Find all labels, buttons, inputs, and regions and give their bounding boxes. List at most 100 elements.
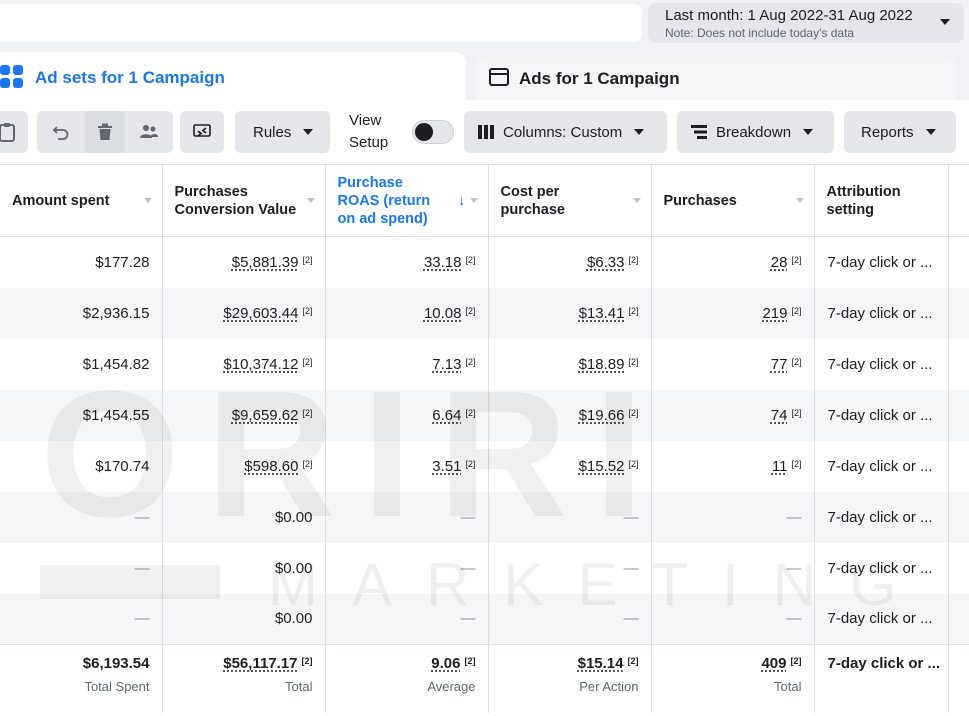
sort-caret-icon [306, 198, 315, 203]
cell-purchases: — [651, 593, 815, 645]
cell-value: — [623, 508, 639, 526]
cell-value[interactable]: $598.60 [244, 457, 299, 475]
cell-truncated [948, 644, 969, 713]
cell-value[interactable]: $29,603.44 [223, 304, 299, 322]
cell-conversion-value: $0.00 [162, 593, 326, 645]
cell-value[interactable]: 3.51 [432, 457, 462, 475]
search-input[interactable] [0, 4, 642, 42]
cell-value[interactable]: 6.64 [432, 406, 462, 424]
cell-value[interactable]: 77 [770, 355, 788, 373]
cell-amount-spent: $1,454.82 [0, 338, 163, 390]
total-value[interactable]: 409 [761, 655, 787, 672]
ab-test-icon [193, 124, 211, 137]
cell-purchases: 219 [2] [651, 287, 815, 339]
tab-ads[interactable]: Ads for 1 Campaign [476, 57, 956, 105]
cell-value: $2,936.15 [82, 304, 150, 322]
view-setup-toggle[interactable] [412, 120, 454, 144]
cell-value[interactable]: $5,881.39 [231, 253, 299, 271]
rules-dropdown[interactable]: Rules [235, 111, 330, 153]
breakdown-dropdown[interactable]: Breakdown [677, 111, 834, 153]
view-setup-label: View Setup [349, 110, 388, 154]
table-row: — $0.00 — — — 7-day click or ... [0, 542, 969, 594]
chevron-down-icon [940, 19, 950, 25]
table-row: $170.74 $598.60 [2] 3.51 [2] $15.52 [2] 11 [2] 7-… [0, 440, 969, 492]
cell-attribution: 7-day click or ... [814, 491, 949, 543]
total-value: $6,193.54 [82, 655, 150, 672]
table-row: $2,936.15 $29,603.44 [2] 10.08 [2] $13.41 [2] 2… [0, 287, 969, 339]
columns-icon [478, 125, 494, 139]
cell-value: — [460, 559, 476, 577]
header-attribution-setting[interactable]: Attribution setting [814, 164, 949, 237]
cell-purchases: — [651, 491, 815, 543]
breakdown-icon [691, 125, 707, 139]
cell-value[interactable]: 33.18 [423, 253, 462, 271]
reports-label: Reports [861, 123, 914, 141]
cell-attribution: 7-day click or ... [814, 389, 949, 441]
total-conversion-value: $56,117.17 [2] Total [162, 644, 326, 713]
cell-value[interactable]: $10,374.12 [223, 355, 299, 373]
columns-dropdown[interactable]: Columns: Custom [464, 111, 667, 153]
cell-truncated [948, 287, 969, 339]
footnote-marker: [2] [790, 656, 802, 666]
ab-test-button[interactable] [180, 111, 224, 153]
header-amount-spent[interactable]: Amount spent [0, 164, 163, 237]
undo-button[interactable] [41, 111, 81, 153]
cell-value[interactable]: $15.52 [578, 457, 625, 475]
date-range-picker[interactable]: Last month: 1 Aug 2022-31 Aug 2022 Note:… [648, 3, 964, 43]
sort-caret-icon [469, 198, 478, 203]
cell-purchases: 11 [2] [651, 440, 815, 492]
cell-value[interactable]: $18.89 [578, 355, 625, 373]
cell-value[interactable]: $19.66 [578, 406, 625, 424]
header-truncated[interactable] [948, 164, 969, 237]
cell-roas: 33.18 [2] [325, 236, 489, 288]
total-cost-per-purchase: $15.14 [2] Per Action [488, 644, 652, 713]
cell-cost-per-purchase: — [488, 593, 652, 645]
total-attribution: 7-day click or ... [814, 644, 949, 713]
tab-ad-sets-label: Ad sets for 1 Campaign [35, 68, 225, 87]
cell-roas: 10.08 [2] [325, 287, 489, 339]
total-value: 7-day click or ... [827, 655, 941, 672]
cell-value[interactable]: $13.41 [578, 304, 625, 322]
cell-value[interactable]: 10.08 [423, 304, 462, 322]
header-label: Attribution setting [826, 183, 901, 218]
clipboard-button[interactable] [0, 111, 28, 153]
footnote-marker: [2] [302, 356, 313, 367]
cell-value[interactable]: $9,659.62 [231, 406, 299, 424]
cell-value[interactable]: 219 [762, 304, 788, 322]
total-value[interactable]: $56,117.17 [223, 655, 298, 672]
header-cost-per-purchase[interactable]: Cost per purchase [488, 164, 652, 237]
grid-icon [0, 65, 24, 89]
cell-conversion-value: $9,659.62 [2] [162, 389, 326, 441]
cell-attribution: 7-day click or ... [814, 338, 949, 390]
cell-truncated [948, 491, 969, 543]
cell-cost-per-purchase: $13.41 [2] [488, 287, 652, 339]
cell-attribution: 7-day click or ... [814, 440, 949, 492]
header-roas[interactable]: Purchase ROAS (return on ad spend) ↓ [325, 164, 489, 237]
cell-value: 7-day click or ... [827, 406, 933, 424]
header-conversion-value[interactable]: Purchases Conversion Value [162, 164, 326, 237]
cell-value: 7-day click or ... [827, 610, 933, 628]
sort-caret-icon [632, 198, 641, 203]
cell-conversion-value: $598.60 [2] [162, 440, 326, 492]
create-audience-button[interactable] [129, 111, 169, 153]
cell-value[interactable]: 11 [771, 457, 788, 475]
cell-truncated [948, 440, 969, 492]
cell-value[interactable]: $6.33 [586, 253, 625, 271]
cell-value[interactable]: 7.13 [432, 355, 462, 373]
table-row: $1,454.82 $10,374.12 [2] 7.13 [2] $18.89 [2] 77… [0, 338, 969, 390]
total-value[interactable]: $15.14 [577, 655, 624, 672]
reports-dropdown[interactable]: Reports [844, 111, 956, 153]
header-purchases[interactable]: Purchases [651, 164, 815, 237]
total-value[interactable]: 9.06 [431, 655, 461, 672]
cell-value[interactable]: 28 [770, 253, 788, 271]
cell-value: — [134, 559, 150, 577]
cell-conversion-value: $0.00 [162, 542, 326, 594]
cell-cost-per-purchase: $19.66 [2] [488, 389, 652, 441]
total-label: Total [285, 679, 313, 694]
cell-value: — [134, 610, 150, 628]
cell-value[interactable]: 74 [770, 406, 788, 424]
cell-cost-per-purchase: — [488, 491, 652, 543]
cell-amount-spent: $2,936.15 [0, 287, 163, 339]
cell-conversion-value: $0.00 [162, 491, 326, 543]
delete-button[interactable] [85, 111, 125, 153]
